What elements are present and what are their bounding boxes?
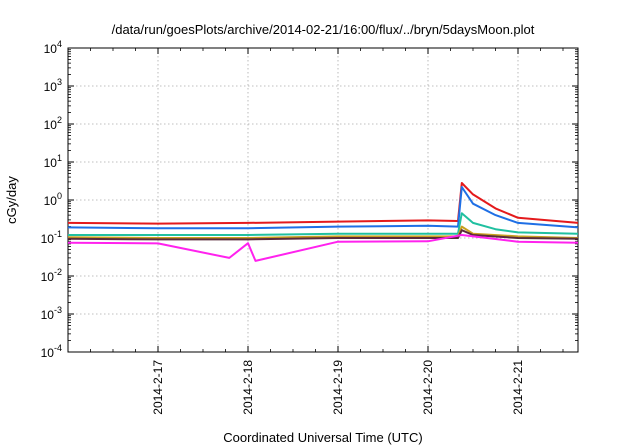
series-line-4 xyxy=(67,225,579,239)
y-tick-label: 10-2 xyxy=(41,267,62,284)
x-tick-label: 2014-2-20 xyxy=(421,360,435,415)
grid-lines xyxy=(68,48,578,352)
series-line-2 xyxy=(67,186,579,230)
y-tick-label: 103 xyxy=(44,77,62,94)
y-tick-label: 100 xyxy=(44,191,62,208)
y-axis-title: cGy/day xyxy=(4,176,19,224)
chart-title: /data/run/goesPlots/archive/2014-02-21/1… xyxy=(112,22,535,37)
y-tick-label: 10-1 xyxy=(41,229,62,246)
x-tick-label: 2014-2-21 xyxy=(511,360,525,415)
y-tick-label: 104 xyxy=(44,39,62,56)
y-tick-label: 101 xyxy=(44,153,62,170)
x-axis-title: Coordinated Universal Time (UTC) xyxy=(223,430,422,445)
x-tick-label: 2014-2-18 xyxy=(241,360,255,415)
x-tick-label: 2014-2-19 xyxy=(331,360,345,415)
y-tick-label: 10-4 xyxy=(41,343,62,360)
series-line-6 xyxy=(67,234,579,262)
x-tick-label: 2014-2-17 xyxy=(151,360,165,415)
y-tick-label: 102 xyxy=(44,115,62,132)
y-tick-label: 10-3 xyxy=(41,305,62,322)
axis-ticks xyxy=(68,47,578,353)
series-lines xyxy=(67,182,579,262)
